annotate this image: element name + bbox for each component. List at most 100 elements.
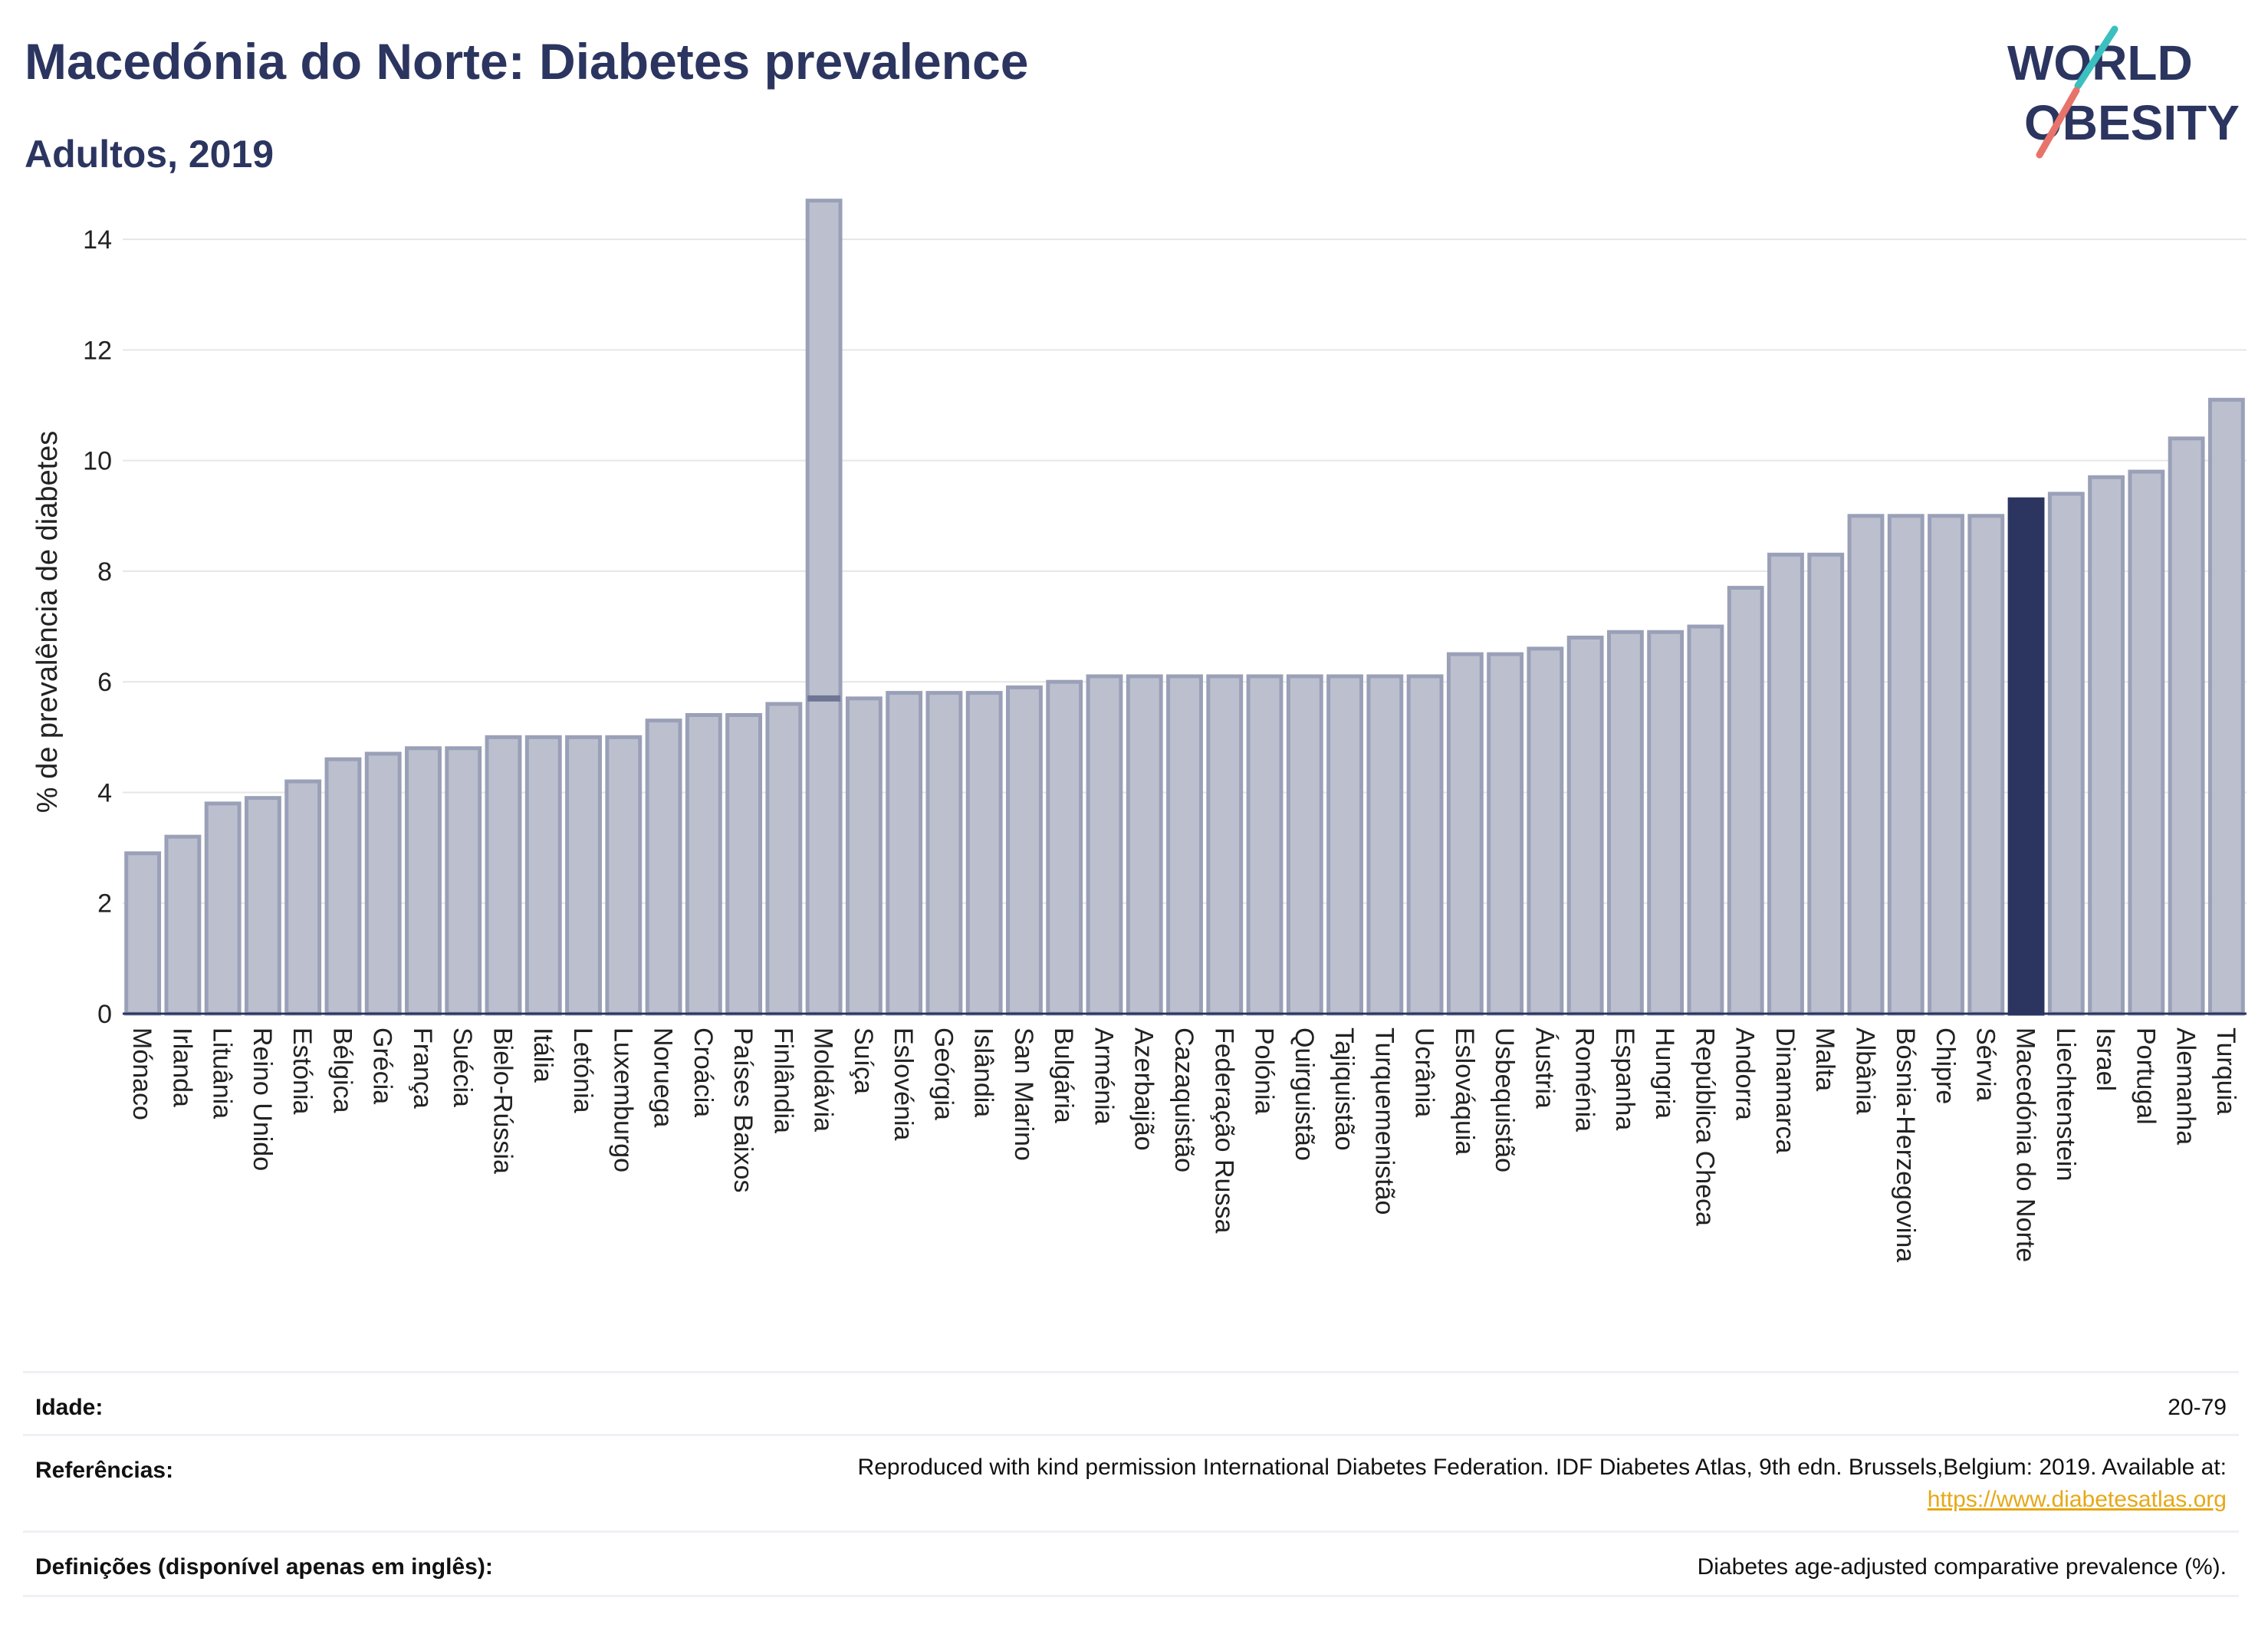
bar[interactable] — [524, 735, 562, 1016]
bar[interactable] — [1006, 685, 1043, 1016]
bar[interactable] — [405, 746, 442, 1016]
x-tick-label: Reino Unido — [248, 1027, 277, 1171]
bar[interactable] — [886, 691, 923, 1016]
bar[interactable] — [1446, 652, 1484, 1016]
world-obesity-logo[interactable]: WORLD OBESITY — [2001, 25, 2254, 163]
bar[interactable] — [765, 702, 803, 1016]
x-tick-label: Tajiquistão — [1330, 1027, 1359, 1151]
bar[interactable] — [1687, 624, 1724, 1016]
x-tick-label: Países Baixos — [728, 1027, 758, 1192]
x-tick-label: Turquia — [2211, 1027, 2240, 1115]
x-tick-label: San Marino — [1009, 1027, 1038, 1161]
bar[interactable] — [805, 199, 843, 1016]
bar[interactable] — [1647, 630, 1685, 1016]
x-tick-label: Moldávia — [809, 1027, 838, 1132]
bar[interactable] — [164, 834, 202, 1016]
bar[interactable] — [204, 801, 242, 1016]
bar[interactable] — [2047, 492, 2085, 1016]
bar[interactable] — [565, 735, 602, 1016]
diabetes-atlas-link[interactable]: https://www.diabetesatlas.org — [1927, 1487, 2227, 1512]
bar[interactable] — [1206, 674, 1244, 1016]
logo-slash-coral — [2036, 87, 2080, 159]
bar[interactable] — [2007, 497, 2045, 1016]
y-tick-label: 4 — [97, 778, 112, 807]
bar[interactable] — [324, 757, 362, 1016]
x-tick-label: Lituânia — [208, 1027, 237, 1119]
x-tick-label: Bélgica — [327, 1027, 357, 1113]
x-tick-label: Noruega — [649, 1027, 678, 1128]
x-tick-label: Chipre — [1931, 1027, 1960, 1104]
meta-references-label: Referências: — [35, 1458, 174, 1483]
bar[interactable] — [445, 746, 482, 1016]
bar[interactable] — [244, 796, 281, 1016]
meta-references-value: Reproduced with kind permission Internat… — [858, 1452, 2227, 1516]
bar[interactable] — [1727, 586, 1764, 1016]
bar[interactable] — [124, 851, 162, 1016]
x-tick-label: Polónia — [1250, 1027, 1279, 1115]
y-tick-label: 2 — [97, 889, 112, 919]
bar[interactable] — [485, 735, 522, 1016]
page-subtitle: Adultos, 2019 — [25, 133, 274, 176]
bar[interactable] — [1967, 514, 2005, 1016]
x-tick-label: Andorra — [1731, 1027, 1760, 1120]
bar[interactable] — [1166, 674, 1203, 1016]
bar[interactable] — [1406, 674, 1444, 1016]
bar[interactable] — [725, 712, 763, 1016]
bar[interactable] — [2128, 469, 2165, 1016]
x-tick-label: Turquemenistão — [1369, 1027, 1399, 1215]
bar[interactable] — [1326, 674, 1363, 1016]
bar[interactable] — [1767, 552, 1804, 1016]
bar[interactable] — [685, 712, 722, 1016]
y-tick-label: 0 — [97, 1000, 112, 1029]
bar[interactable] — [364, 751, 402, 1016]
x-tick-label: Islândia — [969, 1027, 998, 1117]
bar[interactable] — [1487, 652, 1524, 1016]
bar[interactable] — [2088, 475, 2125, 1016]
chart-bars — [123, 199, 2247, 1016]
x-tick-label: França — [408, 1027, 437, 1109]
x-tick-label: Irlanda — [167, 1027, 196, 1107]
bar[interactable] — [965, 691, 1003, 1016]
x-tick-label: Bulgária — [1049, 1027, 1078, 1123]
x-tick-label: Hungria — [1650, 1027, 1679, 1119]
x-tick-label: Luxemburgo — [608, 1027, 637, 1172]
x-tick-label: Albânia — [1850, 1027, 1879, 1115]
x-tick-label: Eslováquia — [1450, 1027, 1479, 1155]
bar[interactable] — [1046, 679, 1083, 1016]
bar[interactable] — [845, 696, 883, 1016]
bar[interactable] — [1566, 635, 1604, 1016]
y-tick-label: 14 — [83, 225, 112, 255]
x-tick-label: Liechtenstein — [2051, 1027, 2080, 1181]
bar[interactable] — [1527, 646, 1564, 1016]
bar[interactable] — [1887, 514, 1925, 1016]
bar[interactable] — [1366, 674, 1404, 1016]
bar[interactable] — [1126, 674, 1163, 1016]
x-tick-label: Bósnia-Herzegovina — [1891, 1027, 1920, 1262]
x-tick-label: Israel — [2091, 1027, 2120, 1091]
x-tick-label: Áustria — [1530, 1027, 1559, 1109]
x-tick-label: Azerbaijão — [1129, 1027, 1159, 1151]
bar[interactable] — [1086, 674, 1123, 1016]
x-tick-label: Federação Russa — [1209, 1027, 1238, 1233]
logo-slash-teal — [2074, 25, 2118, 90]
meta-row-age: Idade: 20-79 — [23, 1371, 2239, 1436]
x-tick-label: Bielo-Rússia — [488, 1027, 518, 1174]
bar[interactable] — [645, 718, 682, 1016]
x-tick-label: Ucrânia — [1410, 1027, 1439, 1117]
bar[interactable] — [605, 735, 643, 1016]
bar[interactable] — [925, 691, 963, 1016]
x-tick-label: Usbequistão — [1490, 1027, 1519, 1172]
bar[interactable] — [1606, 630, 1644, 1016]
bar[interactable] — [1807, 552, 1845, 1016]
meta-row-definitions: Definições (disponível apenas em inglês)… — [23, 1530, 2239, 1597]
meta-references-text: Reproduced with kind permission Internat… — [857, 1455, 2227, 1480]
bar[interactable] — [2207, 397, 2245, 1016]
bar[interactable] — [1246, 674, 1284, 1016]
meta-definitions-label: Definições (disponível apenas em inglês)… — [35, 1554, 493, 1580]
bar[interactable] — [1286, 674, 1323, 1016]
bar[interactable] — [1928, 514, 1964, 1016]
bar[interactable] — [284, 779, 322, 1016]
y-axis-title: % de prevalência de diabetes — [31, 431, 64, 814]
bar[interactable] — [1847, 514, 1885, 1016]
bar[interactable] — [2168, 436, 2205, 1016]
